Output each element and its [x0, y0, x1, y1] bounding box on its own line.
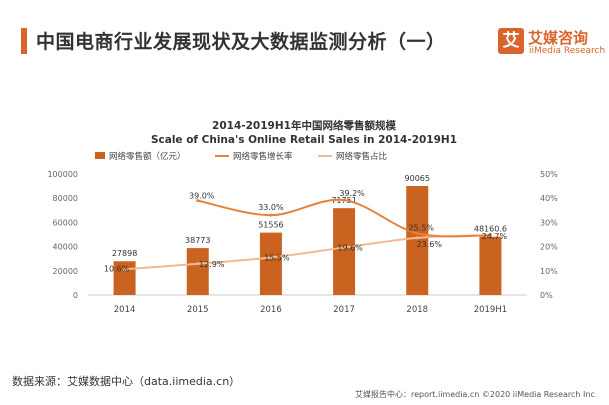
y-tick-label: 0: [73, 291, 78, 300]
share-value-label: 15.5%: [264, 253, 290, 262]
legend-swatch-0: [95, 152, 105, 159]
bar-value-label: 90065: [405, 174, 430, 183]
chart-subtitle: Scale of China's Online Retail Sales in …: [151, 134, 457, 146]
bar-value-label: 38773: [185, 236, 210, 245]
bar: [333, 208, 356, 295]
line-point: [342, 246, 346, 250]
y-tick-label: 20000: [53, 267, 78, 276]
legend-label-0: 网络零售额（亿元）: [109, 151, 186, 162]
y-tick-label: 40000: [53, 243, 78, 252]
line-point: [196, 199, 200, 203]
bar-value-label: 51556: [258, 221, 283, 230]
bar: [406, 186, 429, 295]
page-title: 中国电商行业发展现状及大数据监测分析（一）: [36, 31, 446, 53]
brand-logo: 艾 艾媒咨询 iiMedia Research: [498, 28, 605, 62]
x-tick-label: 2014: [114, 305, 136, 315]
y2-tick-label: 40%: [540, 194, 558, 203]
line-point: [269, 213, 273, 217]
line-point: [196, 262, 200, 266]
logo-name-en: iiMedia Research: [529, 46, 606, 56]
share-value-label: 12.9%: [199, 260, 225, 269]
y2-tick-label: 30%: [540, 218, 558, 227]
legend-label-1: 网络零售增长率: [233, 151, 293, 162]
chart-title: 2014-2019H1年中国网络零售额规模: [212, 119, 396, 132]
bar-value-label: 27898: [112, 249, 137, 258]
y-tick-label: 60000: [53, 218, 78, 227]
x-tick-label: 2018: [406, 305, 428, 315]
footer-note: 艾媒报告中心：report.iimedia.cn ©2020 iiMedia R…: [355, 390, 595, 399]
y-tick-label: 100000: [47, 170, 78, 179]
data-source: 数据来源：艾媒数据中心（data.iimedia.cn）: [12, 375, 241, 388]
logo-name-cn: 艾媒咨询: [528, 29, 589, 47]
share-value-label: 10.6%: [104, 264, 130, 273]
growth-value-label: 25.5%: [409, 223, 435, 232]
y2-tick-label: 20%: [540, 243, 558, 252]
bar-value-label: 48160.6: [474, 225, 507, 234]
growth-value-label: 24.7%: [482, 232, 508, 241]
bar: [186, 248, 209, 295]
line-point: [415, 236, 419, 240]
share-line: [124, 234, 491, 271]
line-point: [123, 267, 127, 271]
x-tick-label: 2017: [333, 305, 355, 315]
growth-value-label: 39.2%: [339, 189, 365, 198]
logo-mark: 艾: [498, 28, 524, 54]
growth-value-label: 33.0%: [258, 203, 284, 212]
line-point: [269, 255, 273, 259]
line-point: [488, 233, 492, 237]
growth-value-label: 39.0%: [189, 192, 215, 201]
bar: [479, 236, 502, 295]
share-value-label: 23.6%: [417, 240, 443, 249]
online-retail-chart: 2014-2019H1年中国网络零售额规模 Scale of China's On…: [47, 119, 558, 315]
y-tick-label: 80000: [53, 194, 78, 203]
bar: [259, 232, 282, 295]
x-tick-label: 2019H1: [474, 305, 507, 315]
line-point: [342, 198, 346, 202]
x-tick-label: 2015: [187, 305, 209, 315]
header-accent-bar: [21, 28, 27, 54]
y2-tick-label: 10%: [540, 267, 558, 276]
line-point: [415, 231, 419, 235]
x-tick-label: 2016: [260, 305, 282, 315]
legend-label-2: 网络零售占比: [336, 151, 387, 162]
y2-tick-label: 50%: [540, 170, 558, 179]
share-value-label: 19.6%: [337, 244, 363, 253]
y2-tick-label: 0%: [540, 291, 553, 300]
